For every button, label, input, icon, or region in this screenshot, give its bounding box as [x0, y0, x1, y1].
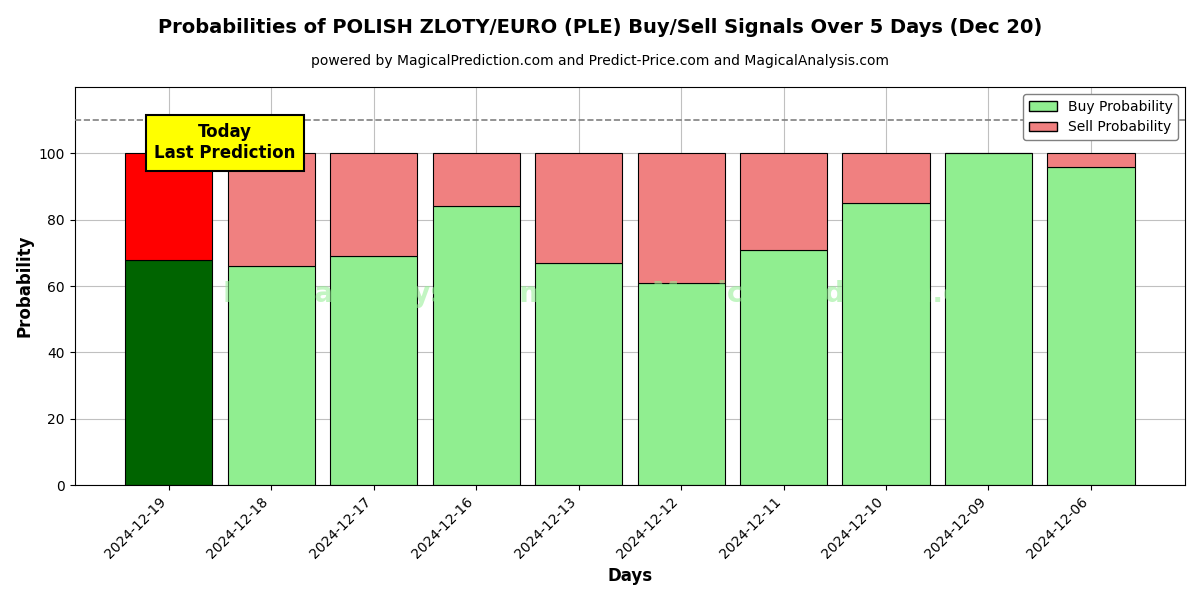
Bar — [432, 206, 520, 485]
Bar — [535, 263, 622, 485]
Bar — [432, 154, 520, 206]
Text: powered by MagicalPrediction.com and Predict-Price.com and MagicalAnalysis.com: powered by MagicalPrediction.com and Pre… — [311, 54, 889, 68]
Bar — [1048, 167, 1134, 485]
X-axis label: Days: Days — [607, 567, 653, 585]
Y-axis label: Probability: Probability — [16, 235, 34, 337]
Text: Today
Last Prediction: Today Last Prediction — [155, 124, 295, 162]
Bar — [330, 154, 418, 256]
Text: Probabilities of POLISH ZLOTY/EURO (PLE) Buy/Sell Signals Over 5 Days (Dec 20): Probabilities of POLISH ZLOTY/EURO (PLE)… — [158, 18, 1042, 37]
Bar — [125, 154, 212, 260]
Bar — [125, 260, 212, 485]
Text: MagicalPrediction.com: MagicalPrediction.com — [652, 280, 1008, 308]
Legend: Buy Probability, Sell Probability: Buy Probability, Sell Probability — [1024, 94, 1178, 140]
Bar — [637, 154, 725, 283]
Bar — [740, 154, 827, 250]
Bar — [842, 203, 930, 485]
Bar — [1048, 154, 1134, 167]
Bar — [637, 283, 725, 485]
Bar — [535, 154, 622, 263]
Bar — [228, 266, 314, 485]
Bar — [944, 154, 1032, 485]
Bar — [842, 154, 930, 203]
Bar — [228, 154, 314, 266]
Bar — [330, 256, 418, 485]
Text: MagicalAnalysis.com: MagicalAnalysis.com — [222, 280, 548, 308]
Bar — [740, 250, 827, 485]
